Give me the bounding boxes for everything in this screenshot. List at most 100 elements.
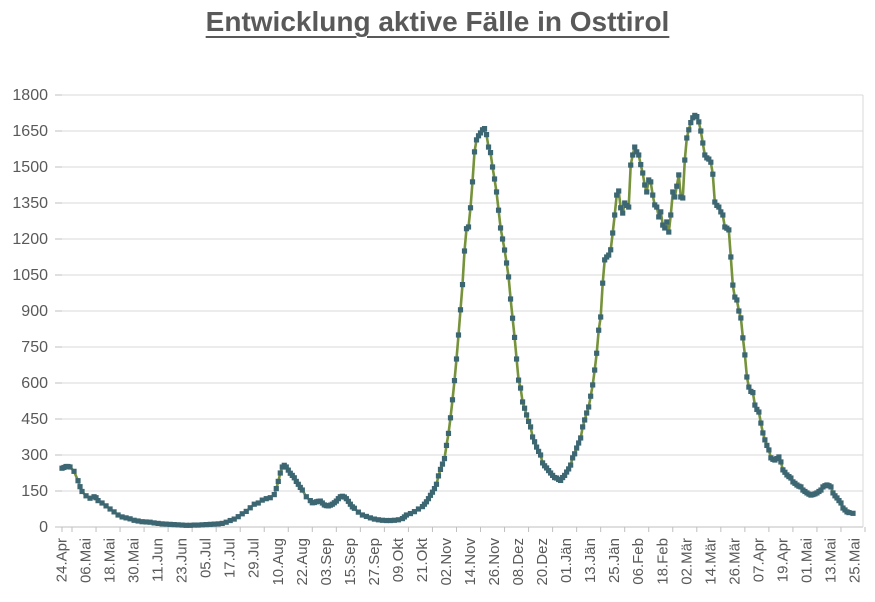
data-point-marker	[391, 517, 398, 523]
y-tick-label: 900	[21, 303, 48, 320]
y-tick-label: 1650	[12, 123, 48, 140]
data-point-marker	[379, 517, 386, 523]
data-point-marker	[423, 499, 430, 505]
data-point-marker	[562, 472, 568, 478]
data-point-marker	[630, 152, 636, 158]
data-point-marker	[738, 315, 744, 321]
y-tick-label: 1350	[12, 195, 48, 212]
data-point-marker	[626, 204, 632, 210]
data-point-marker	[461, 248, 468, 254]
data-point-marker	[698, 128, 704, 134]
data-point-marker	[297, 484, 303, 490]
x-tick-label: 05.Jul	[198, 538, 215, 578]
x-tick-label: 15.Sep	[342, 538, 359, 586]
data-point-marker	[151, 520, 157, 526]
data-point-marker	[441, 456, 448, 462]
data-point-marker	[527, 424, 534, 430]
data-point-marker	[656, 214, 662, 220]
data-point-marker	[584, 410, 590, 416]
data-point-marker	[77, 484, 83, 490]
data-point-marker	[614, 192, 620, 198]
data-point-marker	[407, 510, 414, 517]
data-point-marker	[395, 517, 402, 523]
data-point-marker	[517, 385, 524, 391]
data-point-marker	[431, 486, 438, 492]
data-point-marker	[483, 132, 490, 138]
data-point-marker	[576, 440, 582, 446]
data-point-marker	[778, 459, 784, 465]
data-point-marker	[501, 247, 508, 253]
data-point-marker	[115, 512, 121, 518]
data-point-marker	[87, 495, 93, 501]
x-tick-label: 09.Okt	[390, 537, 407, 582]
x-tick-label: 02.Mär	[678, 538, 695, 585]
data-point-marker	[672, 194, 678, 200]
data-point-marker	[682, 157, 688, 163]
chart-title: Entwicklung aktive Fälle in Osttirol	[205, 6, 670, 37]
data-point-marker	[235, 514, 241, 520]
x-tick-label: 03.Sep	[318, 538, 335, 586]
series-line	[60, 114, 855, 527]
data-point-marker	[720, 212, 726, 218]
data-point-marker	[776, 454, 782, 460]
data-point-marker	[782, 469, 788, 475]
x-tick-label: 29.Jul	[246, 538, 263, 578]
data-point-marker	[71, 468, 77, 474]
data-point-marker	[343, 496, 349, 502]
data-point-marker	[610, 230, 616, 236]
data-point-marker	[195, 522, 201, 528]
data-point-marker	[211, 521, 217, 527]
data-point-marker	[303, 494, 309, 500]
data-point-marker	[654, 204, 660, 210]
data-point-marker	[453, 356, 460, 362]
data-point-marker	[662, 225, 668, 231]
data-point-marker	[459, 282, 466, 288]
data-point-marker	[493, 189, 500, 195]
data-point-marker	[437, 466, 444, 472]
data-point-marker	[762, 437, 768, 443]
data-point-marker	[471, 149, 478, 155]
x-tick-label: 17.Jul	[222, 538, 239, 578]
data-point-marker	[582, 417, 588, 423]
x-tick-label: 18.Mai	[102, 538, 119, 583]
data-point-marker	[688, 120, 694, 126]
data-point-marker	[119, 514, 125, 520]
data-point-marker	[503, 260, 510, 266]
data-point-marker	[644, 189, 650, 195]
data-point-marker	[592, 367, 598, 373]
data-point-marker	[367, 515, 373, 521]
data-point-marker	[79, 488, 85, 495]
y-tick-label: 1800	[12, 87, 48, 104]
data-point-marker	[167, 521, 173, 527]
data-point-marker	[834, 495, 840, 501]
data-point-marker	[275, 478, 281, 484]
data-point-marker	[467, 205, 474, 211]
x-tick-label: 13.Mai	[822, 538, 839, 583]
data-point-marker	[455, 332, 462, 338]
y-tick-label: 1500	[12, 159, 48, 176]
data-point-marker	[475, 133, 482, 139]
x-tick-label: 01.Jän	[558, 538, 575, 583]
x-tick-label: 25.Jän	[606, 538, 623, 583]
data-point-marker	[730, 282, 736, 288]
data-point-marker	[728, 254, 734, 260]
data-point-marker	[267, 495, 273, 501]
data-point-marker	[243, 508, 249, 514]
data-point-marker	[674, 183, 680, 189]
data-point-marker	[95, 498, 101, 504]
data-point-marker	[608, 247, 614, 253]
data-point-marker	[570, 455, 576, 461]
data-point-marker	[788, 475, 794, 481]
data-point-marker	[465, 224, 472, 230]
data-point-marker	[179, 522, 185, 528]
data-point-marker	[744, 374, 750, 380]
data-point-marker	[686, 127, 692, 133]
data-point-marker	[558, 477, 564, 484]
data-point-marker	[435, 473, 442, 479]
data-point-marker	[347, 501, 353, 507]
data-point-marker	[505, 274, 512, 280]
x-tick-label: 13.Jän	[582, 538, 599, 583]
data-point-marker	[231, 516, 237, 522]
data-point-marker	[540, 460, 546, 466]
data-point-marker	[764, 442, 770, 448]
